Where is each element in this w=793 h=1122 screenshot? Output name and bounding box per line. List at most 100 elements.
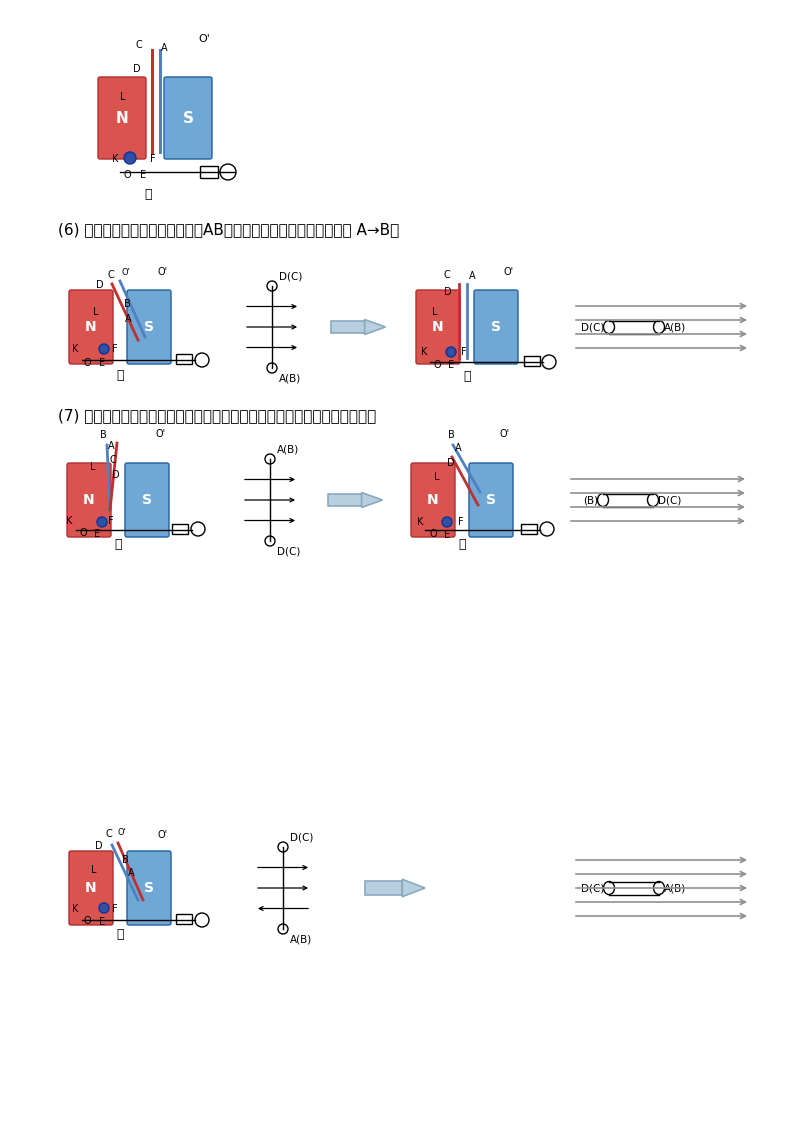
Bar <box>172 524 188 534</box>
Text: N: N <box>85 881 97 895</box>
Text: A(B): A(B) <box>279 373 301 383</box>
Text: 丁: 丁 <box>144 188 151 201</box>
Text: K: K <box>417 517 423 527</box>
Text: O: O <box>84 916 92 926</box>
Text: B: B <box>122 855 128 865</box>
Text: D(C): D(C) <box>658 495 681 505</box>
Text: B: B <box>448 430 454 440</box>
Text: E: E <box>94 528 100 539</box>
Bar <box>521 524 537 534</box>
Text: C: C <box>135 40 142 50</box>
FancyBboxPatch shape <box>416 289 460 364</box>
Text: C: C <box>110 456 117 465</box>
Ellipse shape <box>603 882 615 894</box>
Text: S: S <box>182 110 193 126</box>
Circle shape <box>99 344 109 355</box>
Text: A(B): A(B) <box>277 444 299 454</box>
Circle shape <box>542 355 556 369</box>
FancyBboxPatch shape <box>474 289 518 364</box>
Text: D: D <box>95 842 102 850</box>
Text: A: A <box>108 441 115 451</box>
Text: N: N <box>432 320 444 334</box>
Text: E: E <box>444 530 450 540</box>
Text: B: B <box>100 430 107 440</box>
Text: K: K <box>72 904 79 914</box>
Text: O': O' <box>157 267 167 277</box>
Text: A: A <box>469 272 476 280</box>
Text: O': O' <box>499 429 509 439</box>
Circle shape <box>99 903 109 913</box>
Text: D(C): D(C) <box>580 883 604 893</box>
Text: S: S <box>142 493 152 507</box>
Text: O': O' <box>157 830 167 840</box>
Text: A(B): A(B) <box>290 934 312 944</box>
Text: O': O' <box>155 429 165 439</box>
Text: K: K <box>112 154 118 164</box>
Text: K: K <box>421 347 427 357</box>
Text: L: L <box>93 307 98 318</box>
Circle shape <box>267 280 277 291</box>
Bar <box>176 355 192 364</box>
Text: (B): (B) <box>583 495 598 505</box>
Text: O': O' <box>503 267 513 277</box>
Text: F: F <box>112 904 117 914</box>
Text: D(C): D(C) <box>290 833 313 842</box>
Text: S: S <box>144 320 154 334</box>
Text: E: E <box>99 917 105 927</box>
Polygon shape <box>362 493 382 507</box>
Text: E: E <box>140 171 146 180</box>
Text: A: A <box>128 868 135 879</box>
FancyBboxPatch shape <box>67 463 111 537</box>
Text: E: E <box>448 360 454 370</box>
Polygon shape <box>365 320 385 334</box>
Text: L: L <box>91 865 97 875</box>
FancyBboxPatch shape <box>469 463 513 537</box>
Text: F: F <box>150 154 155 164</box>
FancyBboxPatch shape <box>69 850 113 925</box>
Text: C: C <box>105 829 112 839</box>
Text: N: N <box>116 110 128 126</box>
Ellipse shape <box>653 321 665 333</box>
Text: F: F <box>461 347 466 357</box>
Text: 丙: 丙 <box>117 928 124 941</box>
Bar <box>524 356 540 366</box>
Text: A: A <box>125 314 132 324</box>
Bar <box>328 495 362 506</box>
Circle shape <box>442 517 452 527</box>
Text: A(B): A(B) <box>664 883 686 893</box>
Text: D(C): D(C) <box>279 272 302 280</box>
Text: B: B <box>124 298 131 309</box>
Circle shape <box>124 151 136 164</box>
Circle shape <box>191 522 205 536</box>
FancyBboxPatch shape <box>69 289 113 364</box>
Text: (7) 线圈转到什么位置时线圈中没有电流？转到什么位置时线圈中电流最大？: (7) 线圈转到什么位置时线圈中没有电流？转到什么位置时线圈中电流最大？ <box>58 408 376 423</box>
Ellipse shape <box>603 321 615 333</box>
Text: O: O <box>123 171 131 180</box>
Text: D: D <box>444 287 452 297</box>
Circle shape <box>220 164 236 180</box>
Text: D(C): D(C) <box>277 546 301 557</box>
Text: D: D <box>96 280 104 289</box>
FancyBboxPatch shape <box>411 463 455 537</box>
Circle shape <box>540 522 554 536</box>
Text: N: N <box>83 493 95 507</box>
Text: 丙: 丙 <box>117 369 124 381</box>
Text: N: N <box>85 320 97 334</box>
Circle shape <box>278 925 288 934</box>
Text: F: F <box>112 344 117 355</box>
Text: L: L <box>90 462 95 472</box>
Text: O: O <box>433 360 441 370</box>
Text: C: C <box>108 270 115 280</box>
FancyBboxPatch shape <box>164 77 212 159</box>
FancyBboxPatch shape <box>98 77 146 159</box>
Text: O: O <box>429 528 437 539</box>
Text: O': O' <box>122 268 131 277</box>
Bar <box>331 321 365 333</box>
Text: O': O' <box>198 34 210 44</box>
Ellipse shape <box>653 882 665 894</box>
Text: O': O' <box>118 828 127 837</box>
Text: A: A <box>161 43 167 53</box>
Circle shape <box>97 517 107 527</box>
Text: A: A <box>455 443 462 453</box>
FancyBboxPatch shape <box>127 850 171 925</box>
